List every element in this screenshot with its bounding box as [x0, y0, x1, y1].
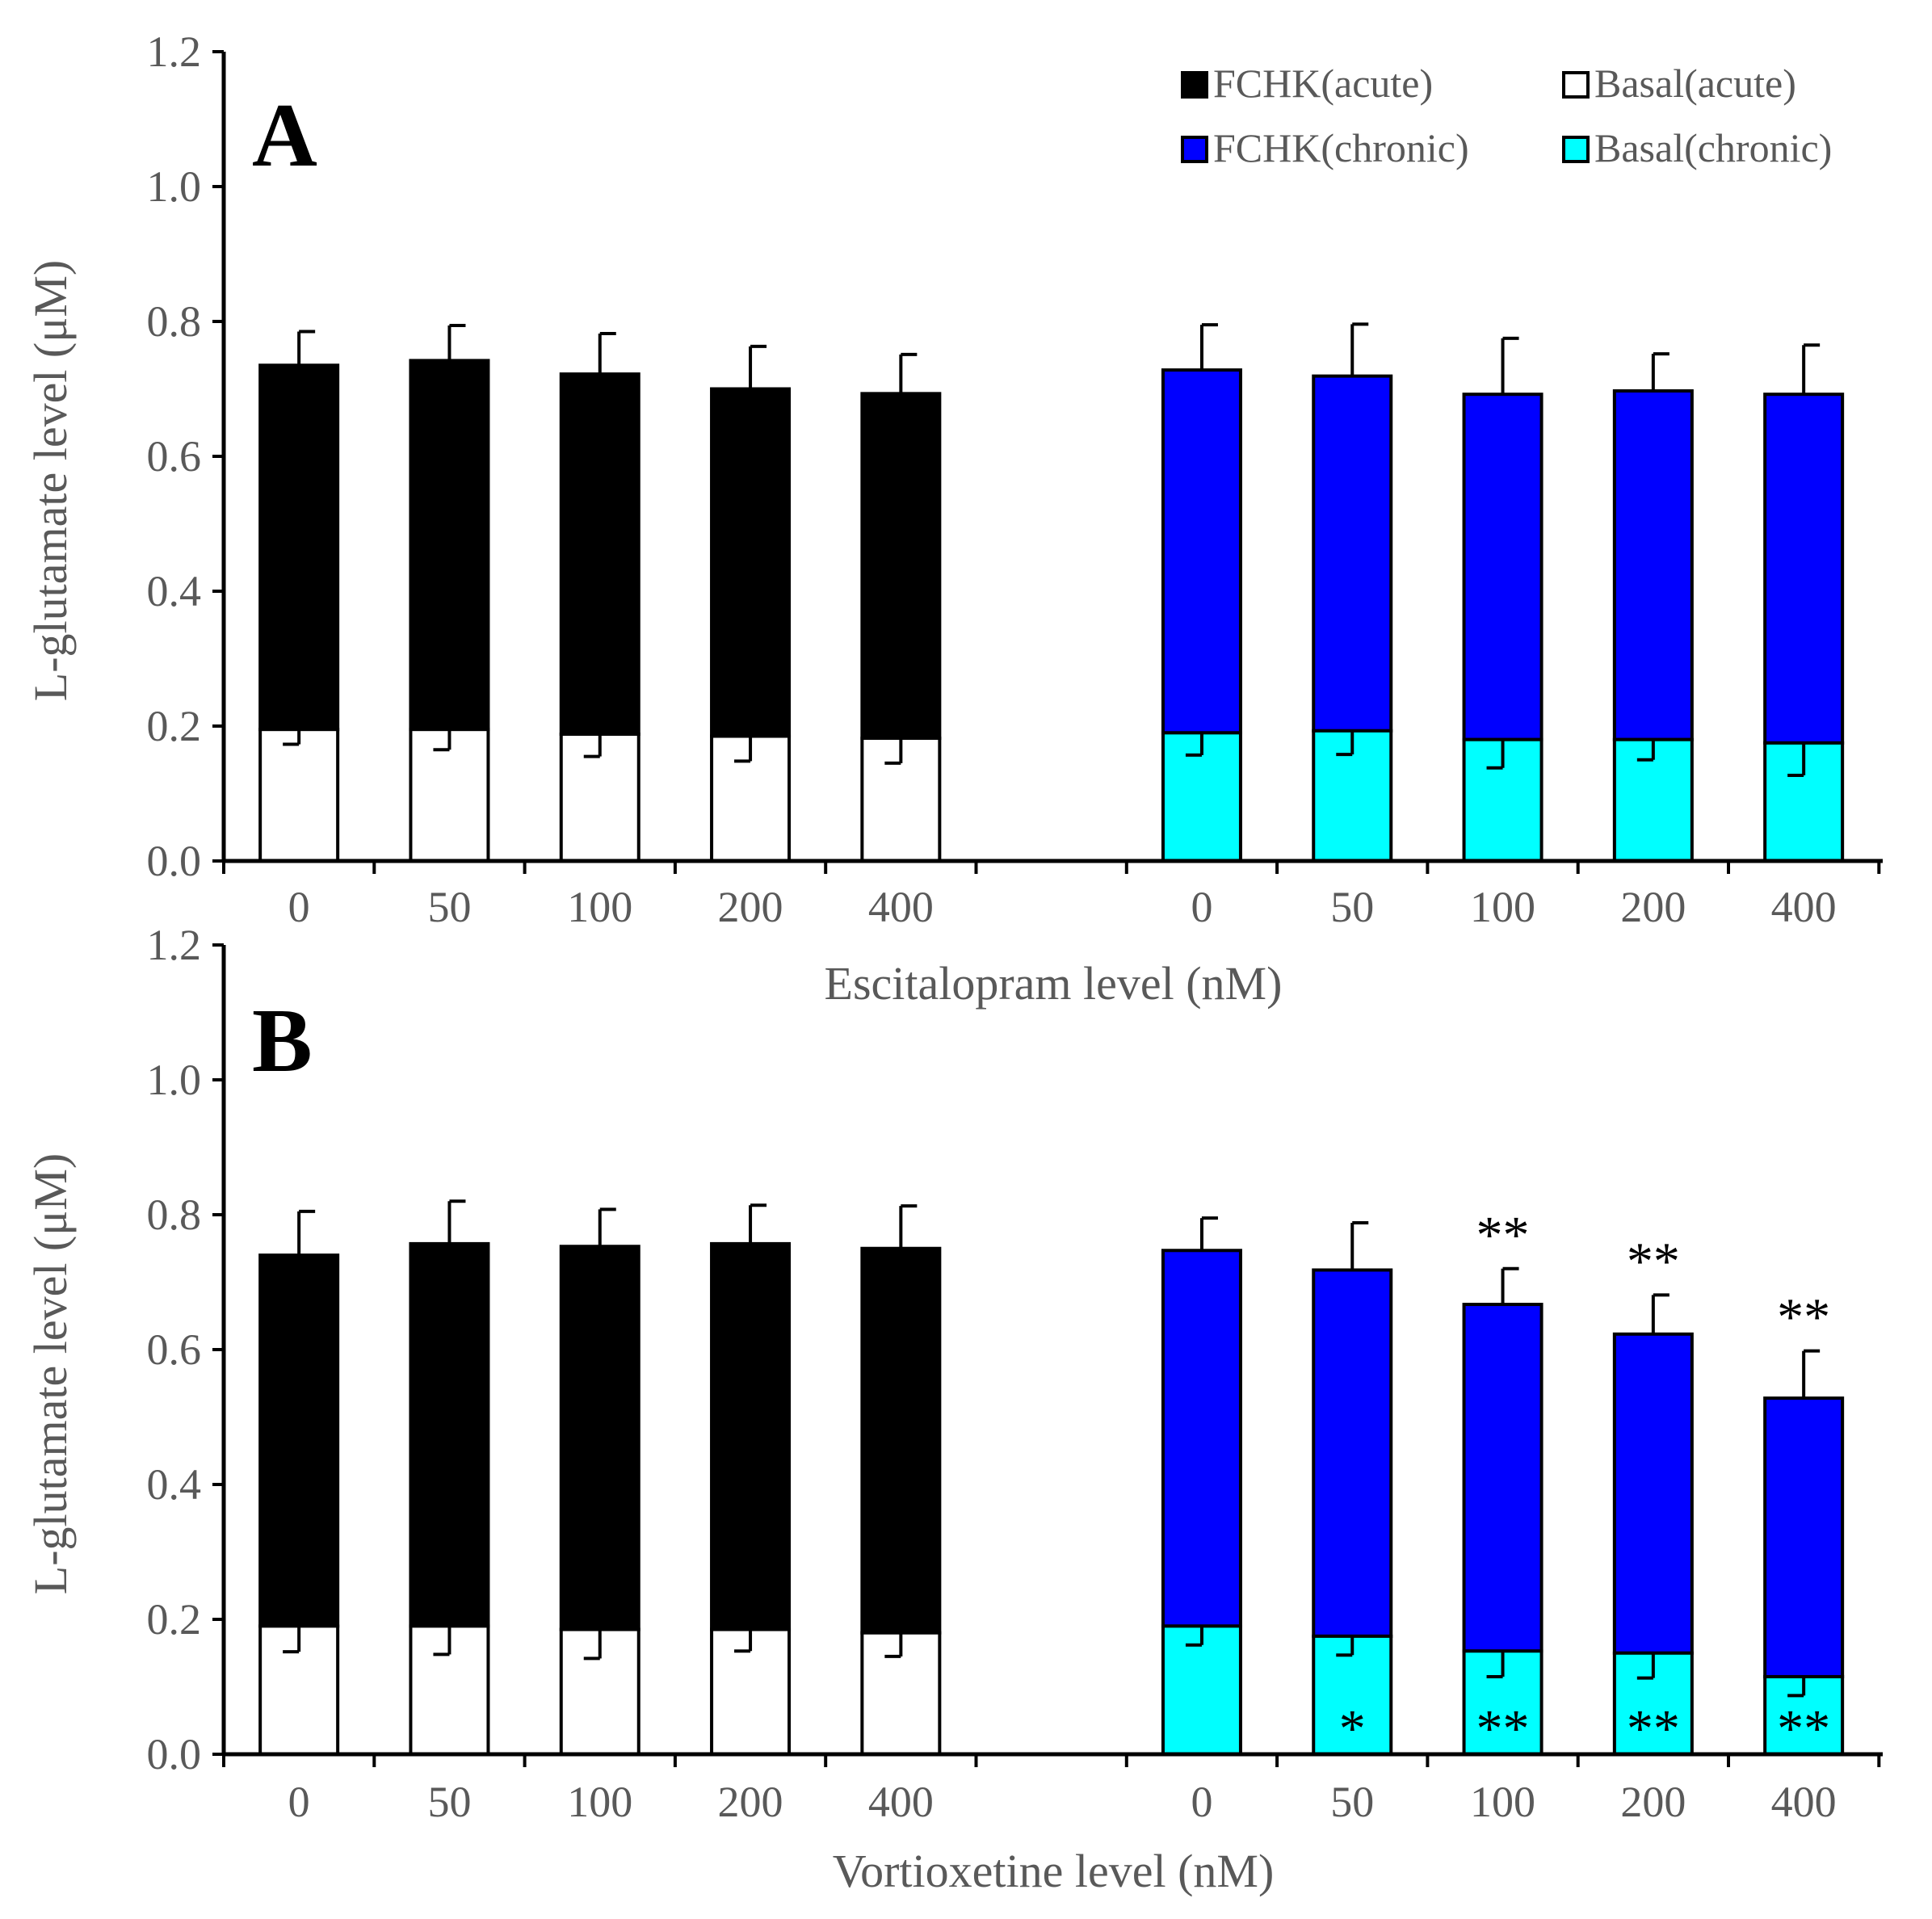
x-tick-label-acute-400: 400	[868, 1778, 934, 1826]
y-tick-label: 0.8	[147, 297, 202, 346]
x-tick-label-chronic-100: 100	[1470, 883, 1535, 931]
bar-fchk-acute-100	[559, 1245, 640, 1631]
bar-fchk-acute-200	[710, 387, 792, 738]
panel-b: 0 50 100 200 400 0 * 50 ** ** 100 ** ** 200 ** ** 400 0.0…	[24, 921, 1883, 1897]
y-tick-label: 0.8	[147, 1190, 202, 1239]
x-tick-label-acute-50: 50	[427, 1778, 471, 1826]
x-tick-label-chronic-400: 400	[1771, 1778, 1837, 1826]
panel-letter: A	[252, 86, 317, 186]
y-tick-label: 0.0	[147, 837, 202, 885]
bar-fchk-acute-400	[860, 392, 942, 741]
legend-label: Basal(chronic)	[1594, 125, 1832, 170]
x-tick-label-chronic-200: 200	[1620, 883, 1686, 931]
y-tick-label: 1.0	[147, 162, 202, 211]
bar-fchk-chronic-200	[1612, 389, 1694, 741]
bar-fchk-chronic-50	[1312, 1268, 1393, 1638]
legend: FCHK(acute) Basal(acute) FCHK(chronic) Basa…	[1181, 61, 1832, 170]
sig-basal-chronic-100: **	[1476, 1699, 1530, 1758]
y-axis-title: L-glutamate level (μM)	[24, 1153, 77, 1594]
x-tick-label-chronic-400: 400	[1771, 883, 1837, 931]
bar-fchk-chronic-50	[1312, 374, 1393, 733]
bar-fchk-chronic-200	[1612, 1332, 1694, 1655]
legend-swatch	[1562, 71, 1590, 99]
sig-fchk-chronic-100: **	[1476, 1206, 1530, 1265]
x-axis-title: Escitalopram level (nM)	[825, 957, 1283, 1010]
x-tick-label-acute-200: 200	[718, 1778, 783, 1826]
x-tick-label-chronic-0: 0	[1191, 1778, 1212, 1826]
y-tick-label: 0.4	[147, 567, 202, 615]
bar-fchk-chronic-100	[1462, 1303, 1544, 1653]
x-tick-label-chronic-50: 50	[1330, 883, 1374, 931]
legend-label: FCHK(acute)	[1213, 61, 1433, 106]
x-axis-title: Vortioxetine level (nM)	[833, 1845, 1275, 1897]
x-tick-label-chronic-0: 0	[1191, 883, 1212, 931]
bar-fchk-chronic-0	[1161, 1249, 1242, 1628]
x-tick-label-acute-0: 0	[288, 883, 310, 931]
sig-basal-chronic-50: *	[1339, 1699, 1366, 1758]
x-tick-label-chronic-200: 200	[1620, 1778, 1686, 1826]
y-tick-label: 0.2	[147, 702, 202, 750]
x-tick-label-chronic-100: 100	[1470, 1778, 1535, 1826]
legend-label: FCHK(chronic)	[1213, 125, 1469, 170]
bar-fchk-acute-50	[409, 359, 490, 732]
bar-basal-acute-0	[258, 728, 340, 863]
y-tick-label: 0.4	[147, 1460, 202, 1509]
legend-swatch	[1562, 136, 1590, 163]
panel-a: 0 50 100 200 400 0 50 100 200 400 0.0 0.2 0.4 0.6 0.8 1…	[24, 27, 1883, 1010]
bar-fchk-chronic-100	[1462, 393, 1544, 741]
x-tick-label-acute-400: 400	[868, 883, 934, 931]
y-tick-label: 0.2	[147, 1595, 202, 1644]
bar-fchk-chronic-400	[1763, 1396, 1845, 1678]
x-tick-label-chronic-50: 50	[1330, 1778, 1374, 1826]
bar-basal-acute-50	[409, 728, 490, 863]
bar-basal-chronic-0	[1161, 731, 1242, 863]
x-tick-label-acute-100: 100	[567, 1778, 632, 1826]
x-tick-label-acute-50: 50	[427, 883, 471, 931]
legend-swatch	[1181, 136, 1208, 163]
bar-fchk-chronic-400	[1763, 393, 1845, 745]
bar-fchk-acute-50	[409, 1241, 490, 1628]
bar-fchk-acute-0	[258, 363, 340, 732]
sig-basal-chronic-400: **	[1777, 1699, 1830, 1758]
y-tick-label: 1.2	[147, 921, 202, 969]
legend-swatch	[1181, 71, 1208, 99]
legend-label: Basal(acute)	[1594, 61, 1796, 106]
y-tick-label: 0.0	[147, 1730, 202, 1778]
bar-fchk-acute-100	[559, 372, 640, 737]
bar-fchk-acute-200	[710, 1241, 792, 1631]
panel-letter: B	[252, 991, 313, 1091]
bar-fchk-acute-400	[860, 1246, 942, 1635]
y-axis-title: L-glutamate level (μM)	[24, 260, 77, 701]
x-tick-label-acute-200: 200	[718, 883, 783, 931]
sig-basal-chronic-200: **	[1627, 1699, 1680, 1758]
y-tick-label: 0.6	[147, 432, 202, 481]
bar-fchk-acute-0	[258, 1253, 340, 1628]
x-tick-label-acute-0: 0	[288, 1778, 310, 1826]
bar-fchk-chronic-0	[1161, 368, 1242, 735]
sig-fchk-chronic-200: **	[1627, 1232, 1680, 1291]
y-tick-label: 0.6	[147, 1325, 202, 1374]
sig-fchk-chronic-400: **	[1777, 1288, 1830, 1347]
x-tick-label-acute-100: 100	[567, 883, 632, 931]
y-tick-label: 1.2	[147, 27, 202, 76]
y-tick-label: 1.0	[147, 1056, 202, 1104]
